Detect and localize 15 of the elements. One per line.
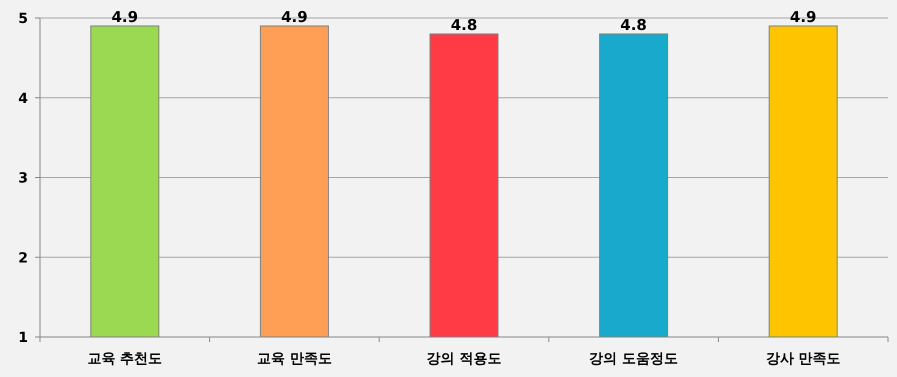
data-label: 4.9: [281, 8, 308, 26]
y-tick-label: 4: [18, 90, 28, 107]
x-tick-label: 강의 도움정도: [589, 351, 678, 367]
y-tick-label: 3: [18, 170, 28, 186]
data-label: 4.9: [112, 8, 138, 26]
x-tick-label: 강사 만족도: [766, 351, 841, 367]
data-label: 4.8: [450, 16, 478, 34]
y-tick-label: 1: [18, 330, 28, 346]
y-tick-label: 2: [18, 250, 28, 266]
data-label: 4.8: [620, 16, 647, 34]
x-tick-label: 강의 적용도: [426, 351, 502, 367]
y-tick-label: 5: [18, 11, 28, 27]
x-tick-label: 교육 만족도: [256, 351, 332, 367]
data-label: 4.9: [790, 8, 816, 26]
x-tick-label: 교육 추천도: [87, 351, 162, 367]
